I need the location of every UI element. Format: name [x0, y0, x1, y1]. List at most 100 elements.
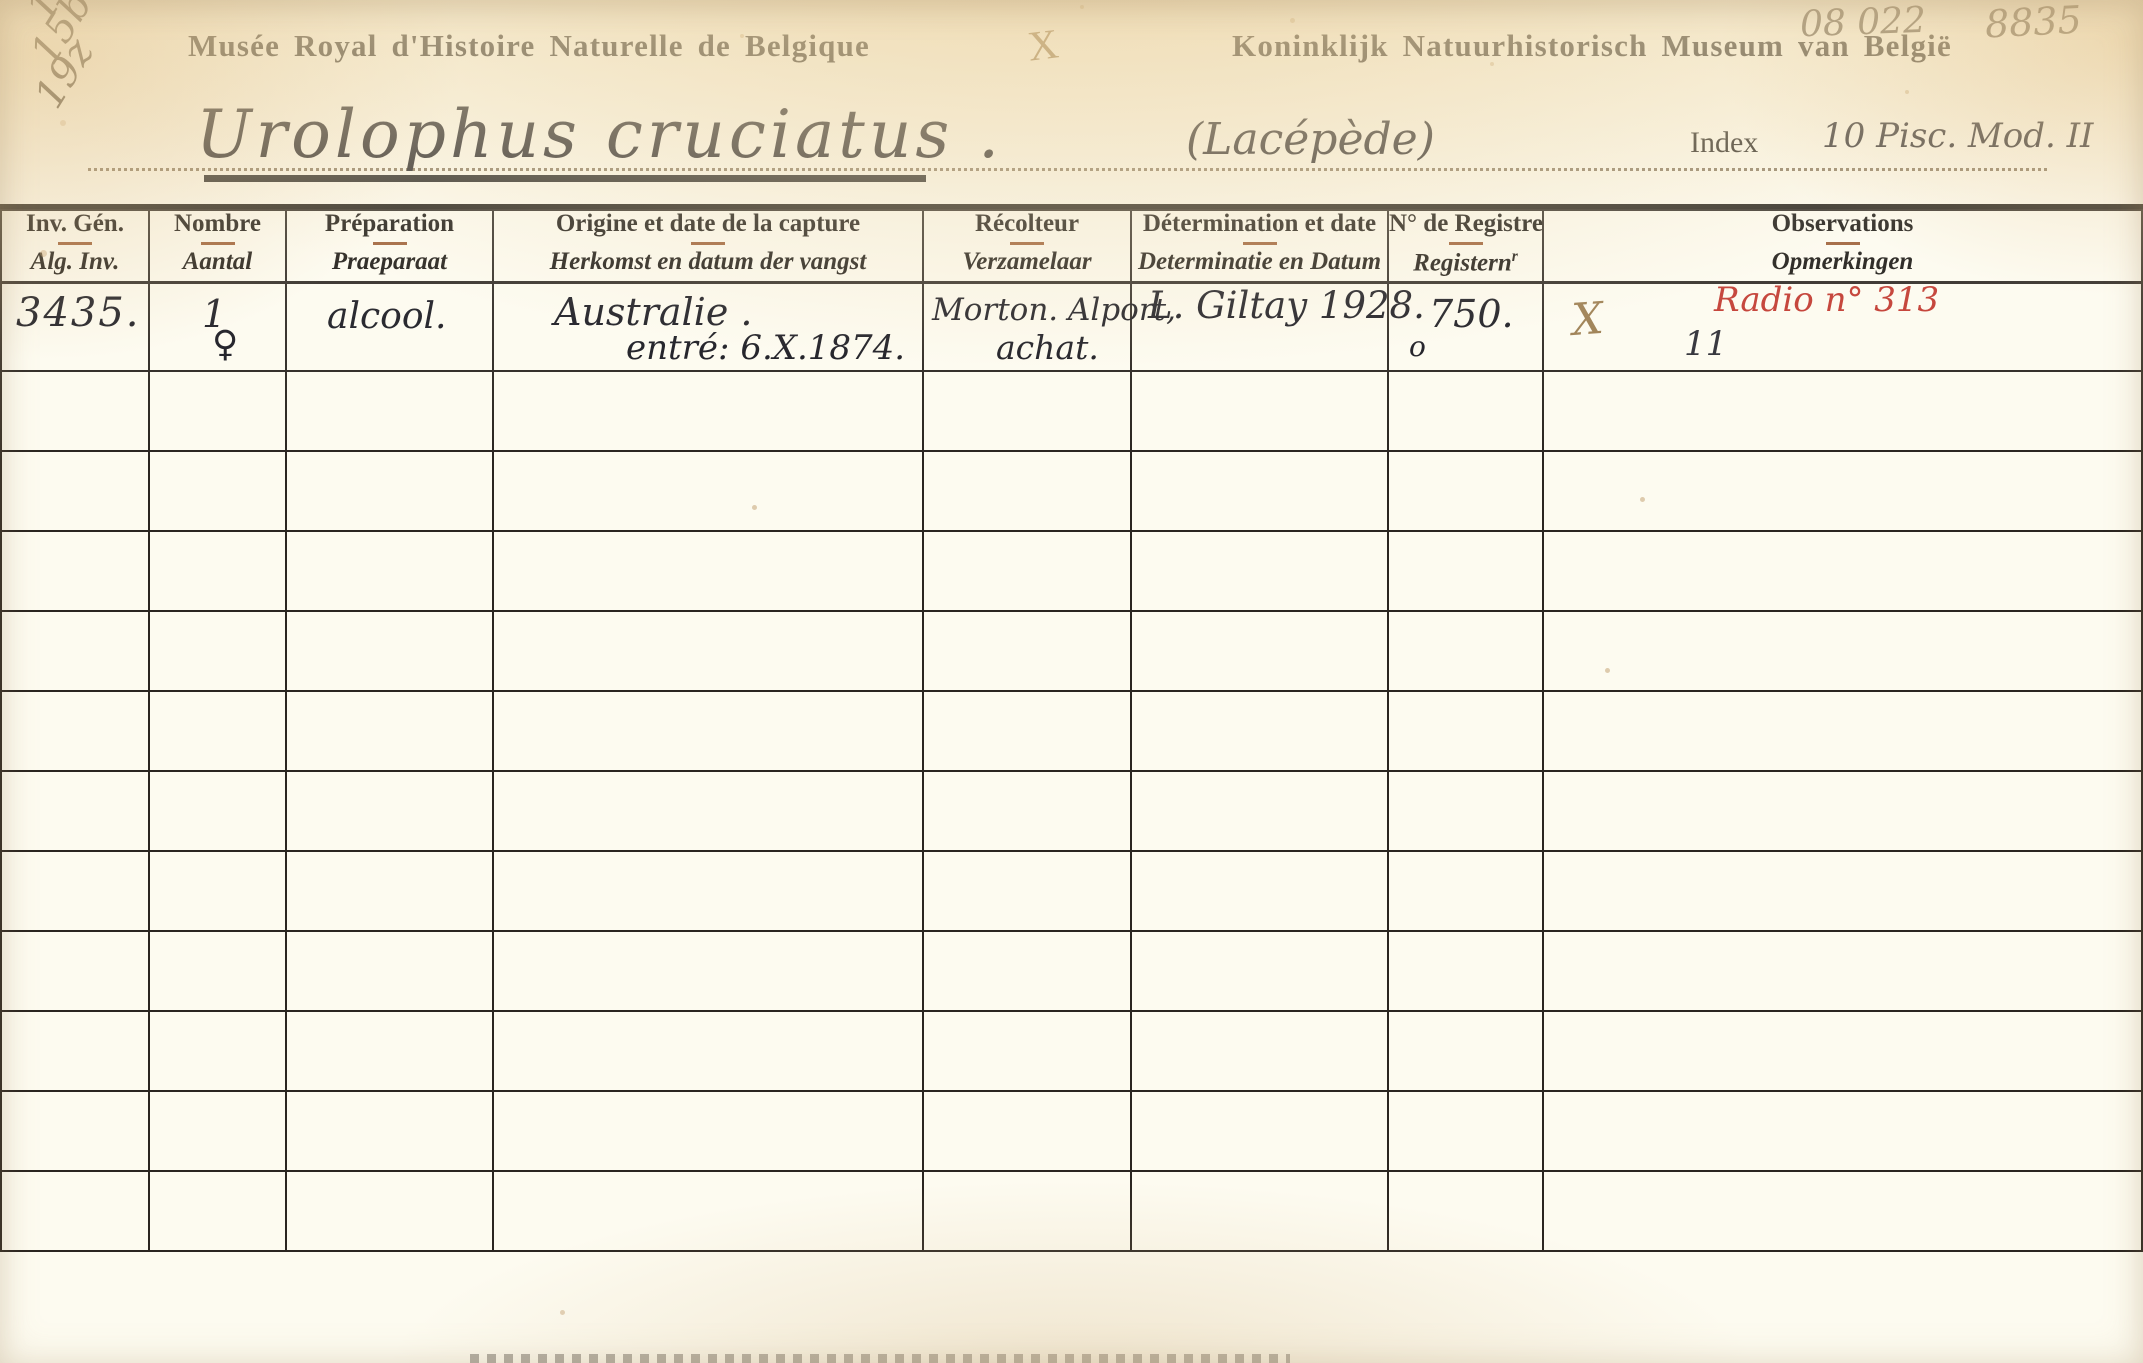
cell-nombre[interactable]: [148, 450, 287, 532]
cell-nombre[interactable]: [148, 770, 287, 852]
cell-inv-gen[interactable]: [0, 530, 150, 612]
cell-collector[interactable]: [922, 1090, 1132, 1172]
cell-origin[interactable]: [492, 530, 924, 612]
cell-determination[interactable]: [1130, 930, 1389, 1012]
cell-registre[interactable]: [1387, 1010, 1544, 1092]
cell-determination[interactable]: [1130, 1170, 1389, 1252]
cell-preparation[interactable]: [285, 930, 494, 1012]
cell-origin[interactable]: Australie . entré: 6.X.1874.: [492, 281, 924, 372]
cell-nombre[interactable]: [148, 610, 287, 692]
cell-determination[interactable]: [1130, 530, 1389, 612]
cell-determination[interactable]: [1130, 610, 1389, 692]
cell-registre[interactable]: [1387, 610, 1544, 692]
cell-observations[interactable]: X 11 Radio n° 313 24/6/82: [1542, 280, 2143, 372]
cell-collector[interactable]: [922, 850, 1132, 932]
cell-collector[interactable]: [922, 770, 1132, 852]
cell-origin[interactable]: [492, 770, 924, 852]
cell-observations[interactable]: [1542, 1090, 2143, 1172]
cell-origin[interactable]: [492, 1170, 924, 1252]
cell-inv-gen[interactable]: 3435.: [0, 281, 150, 372]
cell-collector[interactable]: [922, 450, 1132, 532]
cell-collector[interactable]: [922, 690, 1132, 772]
cell-preparation[interactable]: alcool.: [285, 281, 494, 372]
cell-inv-gen[interactable]: [0, 610, 150, 692]
cell-nombre[interactable]: [148, 1090, 287, 1172]
cell-observations[interactable]: [1542, 930, 2143, 1012]
cell-origin[interactable]: [492, 1010, 924, 1092]
cell-collector[interactable]: [922, 530, 1132, 612]
cell-inv-gen[interactable]: [0, 1090, 150, 1172]
cell-preparation[interactable]: [285, 850, 494, 932]
cell-inv-gen[interactable]: [0, 450, 150, 532]
cell-observations[interactable]: [1542, 690, 2143, 772]
cell-origin[interactable]: [492, 850, 924, 932]
cell-observations[interactable]: [1542, 450, 2143, 532]
cell-collector[interactable]: [922, 930, 1132, 1012]
cell-origin[interactable]: [492, 450, 924, 532]
cell-nombre[interactable]: [148, 1170, 287, 1252]
cell-origin[interactable]: [492, 610, 924, 692]
cell-observations[interactable]: [1542, 1170, 2143, 1252]
cell-origin[interactable]: [492, 1090, 924, 1172]
cell-inv-gen[interactable]: [0, 770, 150, 852]
entry-sex-symbol: ♀: [212, 324, 239, 365]
cell-registre[interactable]: [1387, 530, 1544, 612]
cell-registre[interactable]: [1387, 850, 1544, 932]
cell-observations[interactable]: [1542, 530, 2143, 612]
cell-collector[interactable]: [922, 1170, 1132, 1252]
cell-preparation[interactable]: [285, 690, 494, 772]
cell-nombre[interactable]: [148, 690, 287, 772]
cell-observations[interactable]: [1542, 370, 2143, 452]
cell-inv-gen[interactable]: [0, 930, 150, 1012]
cell-registre[interactable]: [1387, 690, 1544, 772]
cell-determination[interactable]: [1130, 370, 1389, 452]
cell-registre[interactable]: [1387, 370, 1544, 452]
cell-registre[interactable]: [1387, 930, 1544, 1012]
cell-registre[interactable]: 750. o: [1387, 281, 1544, 372]
cell-registre[interactable]: [1387, 1170, 1544, 1252]
cell-collector[interactable]: [922, 1010, 1132, 1092]
cell-preparation[interactable]: [285, 1170, 494, 1252]
cell-determination[interactable]: [1130, 690, 1389, 772]
cell-inv-gen[interactable]: [0, 850, 150, 932]
cell-nombre[interactable]: 1 ♀: [148, 281, 287, 372]
cell-origin[interactable]: [492, 930, 924, 1012]
cell-observations[interactable]: [1542, 610, 2143, 692]
cell-preparation[interactable]: [285, 1090, 494, 1172]
cell-determination[interactable]: [1130, 770, 1389, 852]
column-header-determination: Détermination et date Determinatie en Da…: [1130, 209, 1389, 284]
cell-inv-gen[interactable]: [0, 370, 150, 452]
cell-registre[interactable]: [1387, 1090, 1544, 1172]
cell-nombre[interactable]: [148, 850, 287, 932]
cell-determination[interactable]: L. Giltay 1928.: [1130, 281, 1425, 372]
cell-origin[interactable]: [492, 690, 924, 772]
cell-nombre[interactable]: [148, 370, 287, 452]
cell-inv-gen[interactable]: [0, 1010, 150, 1092]
entry-origin-date: entré: 6.X.1874.: [626, 328, 906, 368]
cell-preparation[interactable]: [285, 370, 494, 452]
cell-determination[interactable]: [1130, 1010, 1389, 1092]
cell-observations[interactable]: [1542, 770, 2143, 852]
cell-registre[interactable]: [1387, 770, 1544, 852]
species-author: (Lacépède): [1186, 114, 1435, 165]
cell-origin[interactable]: [492, 370, 924, 452]
cell-nombre[interactable]: [148, 530, 287, 612]
cell-observations[interactable]: [1542, 850, 2143, 932]
cell-inv-gen[interactable]: [0, 690, 150, 772]
cell-registre[interactable]: [1387, 450, 1544, 532]
cell-collector[interactable]: [922, 610, 1132, 692]
cell-determination[interactable]: [1130, 1090, 1389, 1172]
cell-collector[interactable]: Morton. Alport, achat.: [922, 281, 1176, 372]
cell-nombre[interactable]: [148, 930, 287, 1012]
cell-preparation[interactable]: [285, 530, 494, 612]
cell-preparation[interactable]: [285, 450, 494, 532]
cell-collector[interactable]: [922, 370, 1132, 452]
cell-preparation[interactable]: [285, 770, 494, 852]
cell-preparation[interactable]: [285, 1010, 494, 1092]
cell-inv-gen[interactable]: [0, 1170, 150, 1252]
cell-determination[interactable]: [1130, 850, 1389, 932]
cell-nombre[interactable]: [148, 1010, 287, 1092]
cell-determination[interactable]: [1130, 450, 1389, 532]
cell-preparation[interactable]: [285, 610, 494, 692]
cell-observations[interactable]: [1542, 1010, 2143, 1092]
